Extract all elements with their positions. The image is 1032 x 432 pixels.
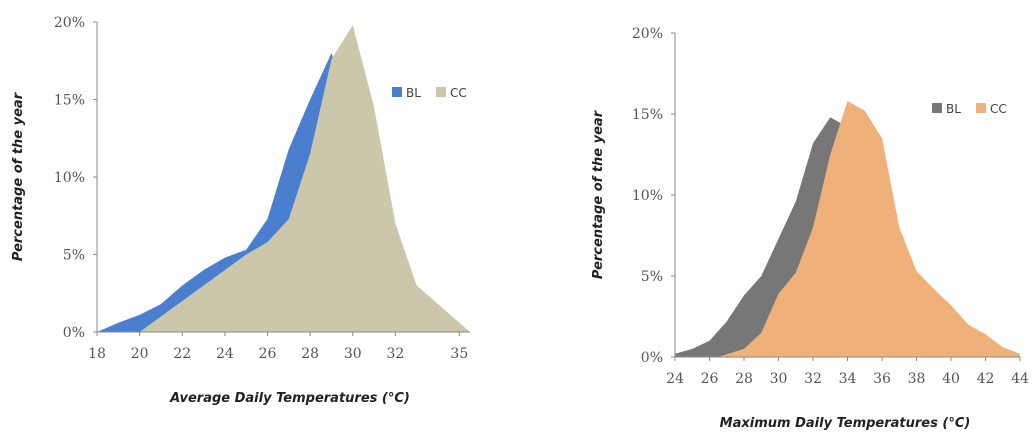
left-y-axis-title: Percentage of the year [11, 91, 26, 261]
right-x-tick-label: 32 [804, 371, 822, 387]
right-x-tick-label: 44 [1011, 371, 1029, 387]
left-y-tick-label: 5% [63, 248, 85, 264]
right-x-axis-title: Maximum Daily Temperatures (°C) [720, 416, 971, 431]
left-legend-swatch-cc [436, 87, 446, 97]
left-x-tick-label: 18 [88, 346, 106, 362]
left-x-tick-label: 24 [216, 346, 234, 362]
right-x-tick-label: 42 [977, 371, 995, 387]
left-x-tick-label: 30 [344, 346, 362, 362]
left-x-tick-label: 22 [173, 346, 191, 362]
left-x-tick-label: 26 [259, 346, 277, 362]
right-x-tick-label: 38 [908, 371, 926, 387]
right-x-tick-label: 24 [666, 371, 684, 387]
left-y-tick-label: 10% [54, 170, 85, 186]
left-legend-label-bl: BL [406, 86, 421, 100]
left-x-tick-label: 28 [301, 346, 319, 362]
right-legend-swatch-bl [932, 103, 942, 113]
right-y-tick-label: 15% [632, 107, 663, 123]
right-y-tick-label: 5% [641, 269, 663, 285]
right-x-tick-label: 36 [873, 371, 891, 387]
right-y-tick-label: 0% [641, 350, 663, 366]
right-legend-label-cc: CC [990, 102, 1007, 116]
right-legend-swatch-cc [976, 103, 986, 113]
left-legend-label-cc: CC [450, 86, 467, 100]
left-y-tick-label: 0% [63, 325, 85, 341]
right-x-tick-label: 28 [735, 371, 753, 387]
right-y-axis-title: Percentage of the year [591, 109, 606, 279]
chart-left-svg: 0% 5% 10% 15% 20% 18 20 22 24 26 28 30 32 35 Average D… [11, 15, 470, 406]
left-y-tick-label: 15% [54, 93, 85, 109]
right-area-cc [718, 101, 1020, 357]
right-x-tick-label: 34 [839, 371, 857, 387]
left-legend-swatch-bl [392, 87, 402, 97]
chart-right-svg: 0% 5% 10% 15% 20% 24 26 28 30 32 34 36 38 40 42 44 Maxim… [591, 26, 1029, 431]
right-y-tick-label: 20% [632, 26, 663, 42]
right-x-tick-label: 40 [942, 371, 960, 387]
left-y-tick-label: 20% [54, 15, 85, 31]
left-x-tick-label: 32 [386, 346, 404, 362]
right-x-tick-label: 30 [770, 371, 788, 387]
right-y-tick-label: 10% [632, 188, 663, 204]
left-x-tick-label: 20 [131, 346, 149, 362]
left-x-tick-label: 35 [450, 346, 468, 362]
right-legend-label-bl: BL [946, 102, 961, 116]
chart-maximum-daily-temperatures: 0% 5% 10% 15% 20% 24 26 28 30 32 34 36 38 40 42 44 Maxim… [580, 0, 1032, 432]
left-x-axis-title: Average Daily Temperatures (°C) [169, 391, 410, 406]
chart-average-daily-temperatures: 0% 5% 10% 15% 20% 18 20 22 24 26 28 30 32 35 Average D… [0, 0, 500, 432]
left-area-cc [97, 25, 470, 332]
right-x-tick-label: 26 [701, 371, 719, 387]
